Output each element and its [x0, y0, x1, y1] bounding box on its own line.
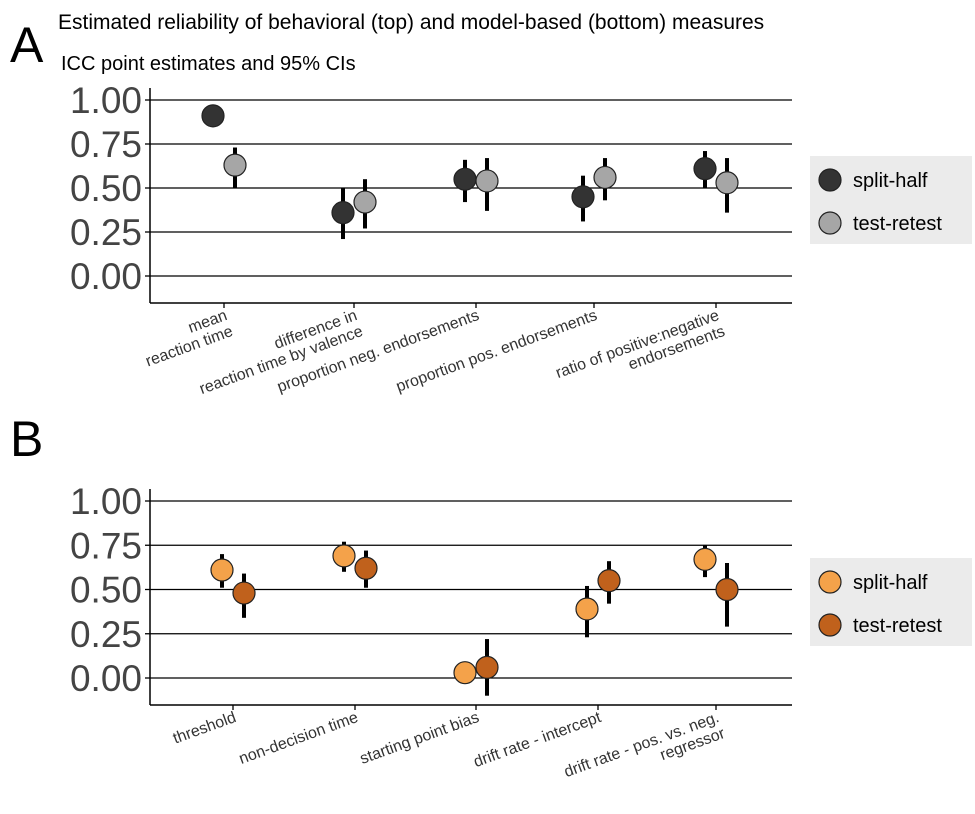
- y-tick-label: 0.25: [70, 212, 142, 253]
- data-point: [475, 169, 499, 193]
- x-tick-label-line: starting point bias: [358, 709, 482, 768]
- legend-label: split-half: [853, 572, 928, 594]
- data-point: [693, 157, 717, 181]
- legend-label: test-retest: [853, 615, 942, 637]
- legend: split-half test-retest: [810, 558, 972, 646]
- x-tick-label: starting point bias: [358, 709, 482, 768]
- y-tick-label: 0.00: [70, 658, 142, 699]
- y-tick-label: 0.00: [70, 256, 142, 297]
- data-point: [453, 661, 477, 685]
- x-tick-label: threshold: [171, 709, 239, 747]
- data-point: [223, 153, 247, 177]
- chart-panel-b: 1.000.750.500.250.00 thresholdnon-decisio…: [70, 481, 972, 781]
- data-point: [597, 569, 621, 593]
- figure-title: Estimated reliability of behavioral (top…: [58, 11, 765, 34]
- y-tick-label: 0.50: [70, 168, 142, 209]
- data-point: [331, 201, 355, 225]
- panel-a-letter: A: [10, 17, 44, 73]
- data-point: [571, 185, 595, 209]
- legend-key: [818, 211, 842, 235]
- y-tick-label: 1.00: [70, 481, 142, 522]
- legend-key: [818, 168, 842, 192]
- legend-label: test-retest: [853, 213, 942, 235]
- x-tick-label-line: proportion pos. endorsements: [394, 307, 600, 396]
- legend-label: split-half: [853, 170, 928, 192]
- data-point: [575, 597, 599, 621]
- x-tick-label: meanreaction time: [138, 307, 236, 370]
- x-tick-label-line: threshold: [171, 709, 239, 747]
- data-point: [693, 547, 717, 572]
- x-tick-label-line: non-decision time: [237, 709, 361, 768]
- legend-key: [818, 613, 842, 637]
- data-point: [332, 544, 356, 568]
- legend: split-half test-retest: [810, 156, 972, 244]
- y-tick-label: 0.50: [70, 570, 142, 611]
- data-point: [715, 171, 739, 195]
- x-tick-label: non-decision time: [237, 709, 361, 768]
- figure-subtitle: ICC point estimates and 95% CIs: [61, 53, 356, 75]
- data-point: [232, 581, 256, 605]
- y-tick-label: 0.75: [70, 124, 142, 165]
- data-point: [354, 556, 378, 580]
- data-point: [453, 167, 477, 191]
- y-tick-label: 0.75: [70, 525, 142, 566]
- data-point: [201, 104, 225, 128]
- legend-key: [818, 570, 842, 594]
- panel-b-letter: B: [10, 411, 44, 467]
- data-point: [475, 655, 499, 679]
- x-tick-label: proportion pos. endorsements: [394, 307, 600, 396]
- data-point: [715, 577, 739, 602]
- y-tick-label: 0.25: [70, 614, 142, 655]
- data-point: [210, 558, 234, 582]
- data-point: [353, 190, 377, 214]
- y-tick-label: 1.00: [70, 80, 142, 121]
- data-point: [593, 165, 617, 190]
